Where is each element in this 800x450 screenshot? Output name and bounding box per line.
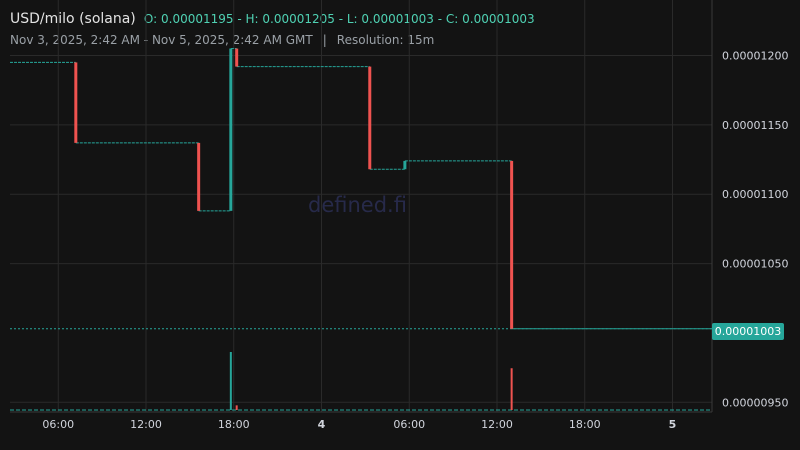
time-tick-label: 12:00: [481, 418, 513, 431]
time-tick-label: 4: [318, 418, 326, 431]
header-separator: |: [322, 33, 327, 47]
volume-bar: [229, 352, 232, 410]
ohlc-readout: O: 0.00001195 - H: 0.00001205 - L: 0.000…: [143, 12, 535, 26]
price-tick-label: 0.00001100: [722, 188, 788, 201]
time-tick-label: 5: [669, 418, 677, 431]
candle: [510, 160, 514, 329]
candle: [403, 160, 407, 170]
candle: [197, 142, 201, 211]
price-tick-label: 0.00001150: [722, 119, 788, 132]
candle: [235, 48, 239, 67]
date-range: Nov 3, 2025, 2:42 AM - Nov 5, 2025, 2:42…: [10, 33, 313, 47]
time-tick-label: 06:00: [42, 418, 74, 431]
chart-header: USD/milo (solana) O: 0.00001195 - H: 0.0…: [10, 11, 535, 27]
watermark: defined.fi: [308, 193, 407, 217]
time-tick-label: 18:00: [218, 418, 250, 431]
symbol-title: USD/milo (solana): [10, 11, 136, 27]
time-tick-label: 06:00: [393, 418, 425, 431]
price-tick-label: 0.00001200: [722, 49, 788, 62]
last-price-badge: 0.00001003: [712, 323, 784, 340]
chart-subheader: Nov 3, 2025, 2:42 AM - Nov 5, 2025, 2:42…: [10, 33, 434, 47]
volume-bar: [510, 368, 513, 410]
price-tick-label: 0.00000950: [722, 396, 788, 409]
price-tick-label: 0.00001050: [722, 258, 788, 271]
candle: [74, 62, 78, 143]
volume-bar: [235, 405, 238, 410]
time-tick-label: 12:00: [130, 418, 162, 431]
candle: [368, 66, 372, 170]
resolution-label: Resolution: 15m: [336, 33, 435, 47]
time-tick-label: 18:00: [569, 418, 601, 431]
candle: [229, 48, 233, 211]
